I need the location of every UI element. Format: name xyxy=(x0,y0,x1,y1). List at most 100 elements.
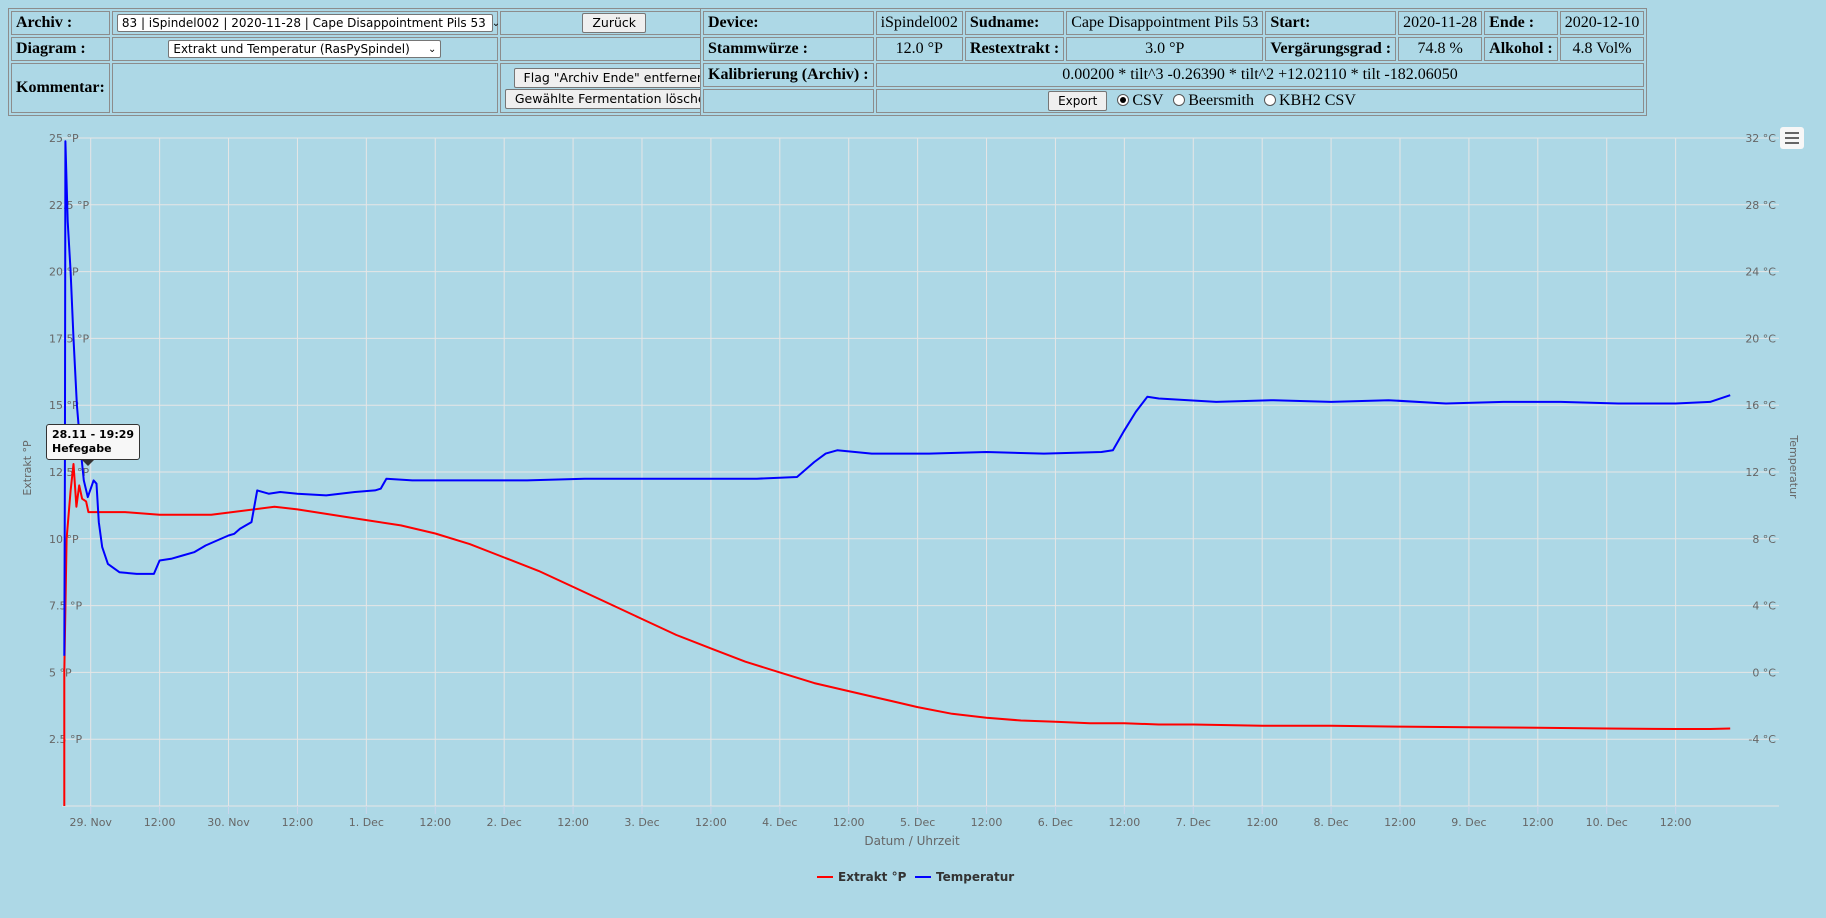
y-right-tick-label: 20 °C xyxy=(1745,332,1776,345)
archiv-label: Archiv : xyxy=(11,11,110,35)
y-right-tick-label: 4 °C xyxy=(1752,600,1776,613)
y-left-tick-label: 5 °P xyxy=(49,666,72,679)
legend-temperatur-label[interactable]: Temperatur xyxy=(936,870,1014,884)
x-axis-label: Datum / Uhrzeit xyxy=(864,834,960,848)
x-tick-label: 10. Dec xyxy=(1586,816,1628,829)
chevron-down-icon: ⌄ xyxy=(427,43,437,55)
x-tick-label: 12:00 xyxy=(419,816,451,829)
sudname-label: Sudname: xyxy=(964,11,1065,35)
diagram-select-value: Extrakt und Temperatur (RasPySpindel) xyxy=(173,42,410,56)
diagram-label: Diagram : xyxy=(11,37,110,61)
legend-extrakt-label[interactable]: Extrakt °P xyxy=(838,870,907,884)
kommentar-input[interactable] xyxy=(111,63,498,113)
alkohol-value: 4.8 Vol% xyxy=(1559,37,1645,61)
y-axis-right-ticks: -4 °C 0 °C 4 °C 8 °C 12 °C 16 °C 20 °C 24 °C 28 … xyxy=(1745,132,1776,746)
x-tick-label: 8. Dec xyxy=(1313,816,1348,829)
stammwuerze-value: 12.0 °P xyxy=(875,37,963,61)
tooltip-datetime: 28.11 - 19:29 xyxy=(52,428,135,441)
y-right-tick-label: 24 °C xyxy=(1745,266,1776,279)
y-right-tick-label: 0 °C xyxy=(1752,666,1776,679)
y-right-tick-label: -4 °C xyxy=(1748,733,1776,746)
x-tick-label: 29. Nov xyxy=(69,816,112,829)
y-axis-right-label: Temperatur xyxy=(1787,434,1800,499)
start-label: Start: xyxy=(1265,11,1397,35)
x-tick-label: 9. Dec xyxy=(1451,816,1486,829)
y-right-tick-label: 8 °C xyxy=(1752,533,1776,546)
y-left-tick-label: 17.5 °P xyxy=(49,332,89,345)
ende-value: 2020-12-10 xyxy=(1559,11,1645,35)
kalibrierung-value: 0.00200 * tilt^3 -0.26390 * tilt^2 +12.0… xyxy=(875,63,1645,87)
x-tick-label: 12:00 xyxy=(282,816,314,829)
x-axis-ticks: 29. Nov 12:00 30. Nov 12:00 1. Dec 12:00 2. De… xyxy=(69,806,1691,829)
fermentation-chart: 2.5 °P5 °P7.5 °P10 °P12.5 °P15 °P17.5 °P… xyxy=(21,132,1800,884)
export-button[interactable]: Export xyxy=(1048,91,1108,111)
y-axis-left-ticks: 2.5 °P5 °P7.5 °P10 °P12.5 °P15 °P17.5 °P… xyxy=(49,132,89,746)
chart-menu-icon[interactable] xyxy=(1780,127,1804,149)
diagram-select[interactable]: Extrakt und Temperatur (RasPySpindel) ⌄ xyxy=(168,40,442,58)
y-right-tick-label: 12 °C xyxy=(1745,466,1776,479)
archiv-select-value: 83 | iSpindel002 | 2020-11-28 | Cape Dis… xyxy=(121,16,486,30)
export-option-kbh2-label: KBH2 CSV xyxy=(1278,92,1356,109)
y-left-tick-label: 2.5 °P xyxy=(49,733,82,746)
y-right-tick-label: 28 °C xyxy=(1745,199,1776,212)
sudname-value: Cape Disappointment Pils 53 xyxy=(1066,11,1264,35)
y-left-tick-label: 15 °P xyxy=(49,399,79,412)
x-tick-label: 12:00 xyxy=(1384,816,1416,829)
chart-grid xyxy=(62,137,1779,807)
alkohol-label: Alkohol : xyxy=(1484,37,1558,61)
delete-fermentation-button[interactable]: Gewählte Fermentation löschen xyxy=(504,89,724,109)
y-left-tick-label: 12.5 °P xyxy=(49,466,89,479)
chart-legend[interactable]: Extrakt °P Temperatur xyxy=(817,870,1014,884)
x-tick-label: 1. Dec xyxy=(349,816,384,829)
x-tick-label: 2. Dec xyxy=(487,816,522,829)
device-label: Device: xyxy=(703,11,874,35)
device-value: iSpindel002 xyxy=(875,11,963,35)
x-tick-label: 3. Dec xyxy=(624,816,659,829)
zurueck-button[interactable]: Zurück xyxy=(582,13,647,33)
extrakt-series-line xyxy=(63,463,1731,806)
start-value: 2020-11-28 xyxy=(1398,11,1483,35)
vergaerungsgrad-label: Vergärungsgrad : xyxy=(1265,37,1397,61)
y-right-tick-label: 16 °C xyxy=(1745,399,1776,412)
export-option-csv-label: CSV xyxy=(1132,92,1164,109)
export-radio-csv[interactable] xyxy=(1117,94,1130,106)
restextrakt-label: Restextrakt : xyxy=(964,37,1065,61)
diagram-cell: Extrakt und Temperatur (RasPySpindel) ⌄ xyxy=(111,37,498,61)
x-tick-label: 30. Nov xyxy=(207,816,250,829)
x-tick-label: 4. Dec xyxy=(762,816,797,829)
chart-series xyxy=(63,140,1731,806)
x-tick-label: 12:00 xyxy=(557,816,589,829)
empty-cell xyxy=(499,37,729,61)
x-tick-label: 12:00 xyxy=(144,816,176,829)
x-tick-label: 12:00 xyxy=(1109,816,1141,829)
y-left-tick-label: 22.5 °P xyxy=(49,199,89,212)
flag-archiv-ende-button[interactable]: Flag "Archiv Ende" entfernen xyxy=(513,68,715,88)
x-tick-label: 12:00 xyxy=(1246,816,1278,829)
zurueck-cell: Zurück xyxy=(499,11,729,35)
vergaerungsgrad-value: 74.8 % xyxy=(1398,37,1483,61)
stammwuerze-label: Stammwürze : xyxy=(703,37,874,61)
chevron-down-icon: ⌄ xyxy=(491,17,501,29)
y-left-tick-label: 25 °P xyxy=(49,132,79,145)
export-radio-kbh2[interactable] xyxy=(1263,94,1276,106)
ende-label: Ende : xyxy=(1484,11,1558,35)
temperatur-series-line xyxy=(63,140,1731,656)
action-buttons-cell: Flag "Archiv Ende" entfernen Gewählte Fe… xyxy=(499,63,729,113)
export-radio-beersmith[interactable] xyxy=(1173,94,1186,106)
x-tick-label: 6. Dec xyxy=(1038,816,1073,829)
archiv-select[interactable]: 83 | iSpindel002 | 2020-11-28 | Cape Dis… xyxy=(116,14,500,32)
x-tick-label: 12:00 xyxy=(695,816,727,829)
annotation-tooltip: 28.11 - 19:29 Hefegabe xyxy=(46,424,141,466)
x-tick-label: 12:00 xyxy=(1522,816,1554,829)
tooltip-event: Hefegabe xyxy=(52,442,112,455)
archiv-cell: 83 | iSpindel002 | 2020-11-28 | Cape Dis… xyxy=(111,11,500,35)
export-option-beersmith-label: Beersmith xyxy=(1188,92,1254,109)
archive-form-table: Archiv : 83 | iSpindel002 | 2020-11-28 |… xyxy=(8,8,732,116)
x-tick-label: 12:00 xyxy=(971,816,1003,829)
y-axis-left-label: Extrakt °P xyxy=(21,440,34,496)
y-left-tick-label: 20 °P xyxy=(49,266,79,279)
empty-cell xyxy=(703,89,874,113)
fermentation-info-table: Device: iSpindel002 Sudname: Cape Disapp… xyxy=(700,8,1648,116)
x-tick-label: 7. Dec xyxy=(1176,816,1211,829)
kommentar-label: Kommentar: xyxy=(11,63,110,113)
